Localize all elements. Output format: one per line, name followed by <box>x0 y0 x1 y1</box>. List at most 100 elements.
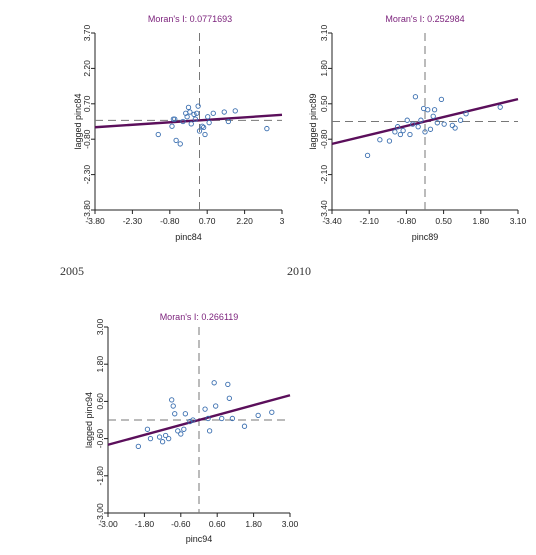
regression-line <box>331 97 519 146</box>
x-axis-label: pinc84 <box>175 232 202 242</box>
data-point <box>452 125 458 131</box>
data-point <box>191 111 197 118</box>
y-tick-label: 0.50 <box>319 95 329 112</box>
data-point <box>200 124 207 131</box>
data-point <box>144 426 151 432</box>
data-point <box>392 129 398 135</box>
x-tick-label: -0.80 <box>160 216 180 226</box>
y-axis-label: lagged pinc84 <box>73 93 83 149</box>
data-point <box>188 121 194 127</box>
caption-2005: 2005 <box>60 264 84 278</box>
data-point <box>169 123 175 129</box>
x-tick-label: -3.40 <box>322 216 342 226</box>
data-point <box>407 131 413 138</box>
chart-title: Moran's I: 0.266119 <box>160 312 239 322</box>
x-tick-label: 2.20 <box>236 216 253 226</box>
x-tick-label: -1.80 <box>135 519 155 529</box>
data-point <box>394 124 401 130</box>
data-point <box>182 411 189 417</box>
x-tick-label: -3.00 <box>98 519 118 529</box>
data-point <box>264 125 270 132</box>
data-point <box>412 94 419 100</box>
data-point <box>159 439 166 445</box>
data-point <box>225 381 231 388</box>
data-point <box>404 117 410 123</box>
y-axis-label: lagged pinc89 <box>308 93 318 149</box>
data-point <box>422 129 428 135</box>
data-point <box>225 118 232 125</box>
data-point <box>386 138 393 144</box>
y-tick-label: -3.40 <box>319 200 329 220</box>
y-tick-label: -0.80 <box>319 129 329 149</box>
data-point <box>441 121 447 127</box>
y-tick-label: 1.80 <box>95 356 105 373</box>
y-tick-label: 2.20 <box>82 60 92 77</box>
data-point <box>192 116 199 122</box>
data-point <box>183 110 189 116</box>
data-point <box>166 435 172 442</box>
data-point <box>229 415 236 422</box>
y-tick-label: 0.60 <box>95 393 105 410</box>
data-point <box>221 109 227 115</box>
y-tick-label: -1.80 <box>95 466 105 486</box>
data-point <box>364 152 371 158</box>
data-point <box>187 418 193 425</box>
x-tick-label: 1.80 <box>245 519 262 529</box>
x-tick-label: 3 <box>280 216 285 226</box>
x-tick-label: 0.50 <box>435 216 452 226</box>
y-tick-label: -2.10 <box>319 165 329 185</box>
regression-line <box>107 394 291 446</box>
data-point <box>449 122 456 129</box>
data-point <box>226 395 232 401</box>
data-point <box>213 403 219 409</box>
data-point <box>195 103 201 109</box>
data-point <box>219 415 225 422</box>
data-point <box>162 432 169 439</box>
data-point <box>177 141 183 147</box>
data-point <box>205 415 211 422</box>
moran-scatterplot-pinc84: -3.80 -2.30 -0.80 0.70 2.20 3 -3.80 -2.30 -0.80 0… <box>73 14 285 242</box>
data-point <box>255 412 261 419</box>
data-point <box>410 121 416 127</box>
moran-scatterplot-pinc89: -3.40 -2.10 -0.80 0.50 1.80 3.10 -3.40 -2.10 -0.… <box>308 14 527 242</box>
data-point <box>170 403 176 409</box>
x-tick-label: -2.10 <box>360 216 380 226</box>
y-tick-label: -2.30 <box>82 165 92 185</box>
y-axis-label: lagged pinc94 <box>84 392 94 448</box>
data-point <box>181 426 187 432</box>
y-tick-label: 0.70 <box>82 95 92 112</box>
data-point <box>211 380 217 386</box>
y-tick-label: 3.00 <box>95 318 105 335</box>
y-tick-label: 3.10 <box>319 24 329 41</box>
data-point <box>425 107 431 113</box>
y-tick-label: 3.70 <box>82 24 92 41</box>
x-tick-label: -0.60 <box>171 519 191 529</box>
x-tick-label: 3.10 <box>510 216 527 226</box>
chart-title: Moran's I: 0.0771693 <box>148 14 232 24</box>
data-point <box>202 131 208 138</box>
data-point <box>147 435 154 442</box>
data-point <box>173 137 179 144</box>
data-point <box>172 116 178 122</box>
y-tick-label: -0.80 <box>82 129 92 149</box>
y-tick-label: 1.80 <box>319 60 329 77</box>
data-point <box>497 104 503 110</box>
data-point <box>202 406 208 412</box>
x-tick-label: -2.30 <box>123 216 143 226</box>
data-point <box>155 131 161 138</box>
data-point <box>205 114 211 120</box>
data-point <box>377 137 383 143</box>
data-point <box>210 110 216 116</box>
x-tick-label: 0.60 <box>209 519 226 529</box>
moran-scatterplot-pinc94: -3.00 -1.80 -0.60 0.60 1.80 3.00 -3.00 -1.80 -0.… <box>84 312 299 544</box>
data-point <box>415 124 421 130</box>
data-point <box>397 131 404 138</box>
data-point <box>427 126 434 132</box>
data-point <box>199 123 205 129</box>
data-point <box>178 431 184 437</box>
x-tick-label: 1.80 <box>473 216 490 226</box>
data-point <box>463 111 469 117</box>
x-axis-label: pinc94 <box>186 534 213 544</box>
y-tick-label: -3.80 <box>82 200 92 220</box>
y-tick-label: -3.00 <box>95 503 105 523</box>
